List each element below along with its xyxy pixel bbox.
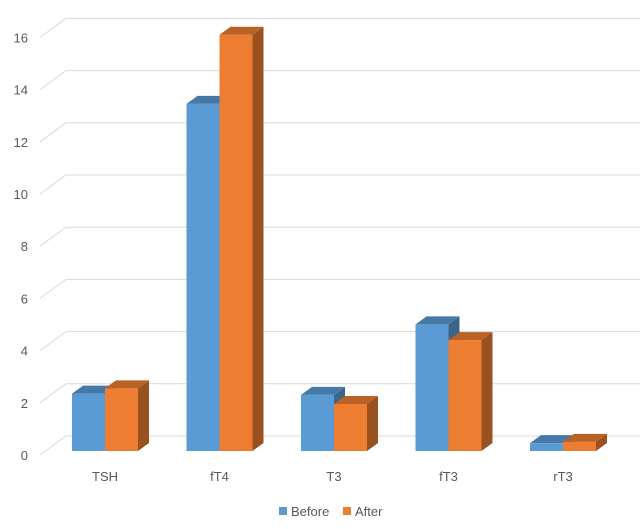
- gridline: [39, 17, 640, 38]
- y-tick-label: 10: [14, 187, 28, 202]
- x-tick-label: TSH: [92, 469, 118, 484]
- bar-after-t3: [334, 404, 367, 451]
- y-tick-label: 0: [21, 448, 28, 463]
- gridline: [39, 122, 640, 143]
- legend-swatch-before: [279, 507, 287, 515]
- bar-after-rt3: [563, 441, 596, 451]
- bar-before-ft3: [415, 324, 449, 451]
- bar-side-after: [481, 332, 493, 451]
- bar-top-after: [448, 332, 493, 341]
- bar-top-after: [563, 433, 607, 442]
- bar-after-tsh: [105, 388, 138, 451]
- legend-label-after: After: [355, 504, 383, 519]
- bar-side-after: [367, 396, 378, 451]
- gridline: [39, 331, 640, 352]
- legend-swatch-after: [343, 507, 351, 515]
- bar-top-after: [105, 380, 149, 389]
- bar-top-before: [415, 316, 460, 325]
- gridline: [39, 174, 640, 195]
- y-tick-label: 8: [21, 239, 28, 254]
- gridline: [39, 278, 640, 299]
- bar-after-ft4: [219, 34, 253, 452]
- y-tick-label: 4: [21, 344, 28, 359]
- x-tick-label: T3: [326, 469, 341, 484]
- bar-after-ft3: [448, 340, 482, 451]
- y-tick-label: 6: [21, 291, 28, 306]
- bar-side-after: [138, 380, 149, 451]
- y-tick-label: 12: [14, 135, 28, 150]
- bar-side-after: [596, 433, 607, 451]
- bar-before-tsh: [72, 393, 105, 451]
- legend-label-before: Before: [291, 504, 329, 519]
- bar-before-t3: [301, 394, 334, 451]
- gridline: [39, 226, 640, 247]
- y-tick-label: 2: [21, 396, 28, 411]
- y-tick-label: 16: [14, 30, 28, 45]
- bar-side-after: [252, 26, 264, 452]
- bar-top-before: [530, 435, 574, 444]
- bar-before-rt3: [530, 443, 563, 451]
- bar-top-before: [301, 386, 345, 395]
- bar-top-after: [334, 396, 378, 405]
- gridline: [39, 70, 640, 91]
- bar-top-after: [219, 26, 264, 35]
- bar-before-ft4: [186, 103, 220, 452]
- x-tick-label: fT4: [210, 469, 229, 484]
- x-tick-label: rT3: [553, 469, 573, 484]
- x-tick-label: fT3: [439, 469, 458, 484]
- y-tick-label: 14: [14, 83, 28, 98]
